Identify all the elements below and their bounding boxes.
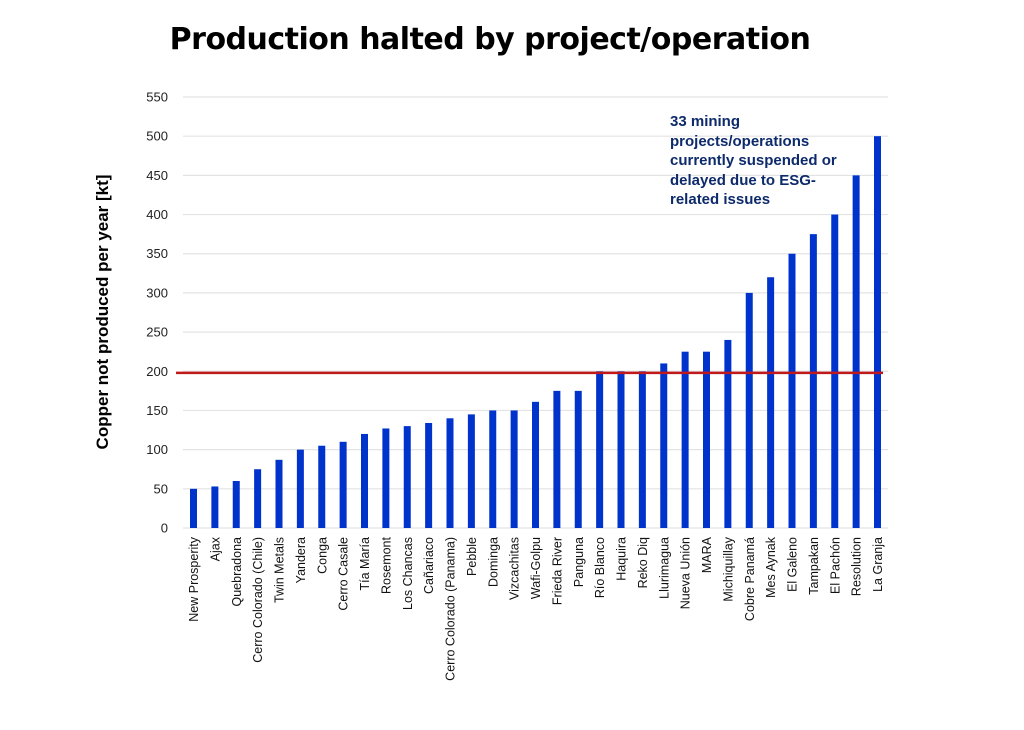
x-tick-label: Tía María [358,537,372,591]
bar [703,351,710,528]
bar [232,480,240,528]
y-tick-label: 500 [146,129,168,144]
bar [190,488,197,528]
bar [852,175,860,528]
bars [190,136,881,529]
x-tick-label: El Galeno [786,537,800,592]
bar [574,390,582,528]
x-tick-label: Cerro Colorado (Chile) [251,537,265,663]
x-tick-label: Resolution [850,537,864,596]
x-tick-label: Cerro Casale [337,537,351,611]
x-tick-label: Los Chancas [401,537,415,610]
x-tick-label: Cerro Colorado (Panama) [444,537,458,681]
x-tick-label: Quebradona [230,537,244,607]
bar [681,351,689,528]
bar [831,214,839,528]
bar [874,136,881,528]
x-tick-label: Frieda River [550,537,564,605]
x-tick-label: Ajax [208,536,222,561]
x-tick-label: Panguna [572,537,586,587]
x-tick-label: Río Blanco [593,537,607,598]
bar [425,422,433,528]
y-axis-label: Copper not produced per year [kt] [93,175,112,450]
x-tick-label: Vizcachitas [508,537,522,600]
y-tick-label: 250 [146,325,168,340]
y-tick-label: 200 [146,364,168,379]
bar [403,426,411,528]
y-tick-label: 150 [146,403,168,418]
bar [361,433,368,528]
x-tick-label: New Prosperity [187,536,201,621]
bar [724,339,732,528]
bar [296,449,304,528]
bar [553,390,561,528]
bar [489,410,497,528]
x-axis-labels: New Prosperity Ajax Quebradona Cerro Colora… [187,536,885,681]
annotation-text: 33 mining projects/operations currently … [670,113,837,208]
bar [446,418,454,528]
x-tick-label: Tampakan [807,537,821,595]
chart-title: Production halted by project/operation [169,22,811,57]
bar [275,459,283,528]
bar [532,401,539,528]
bar [211,486,219,528]
x-tick-label: Reko Diq [636,537,650,588]
y-tick-label: 350 [146,246,168,261]
x-tick-label: Haquira [615,537,629,581]
bar [254,469,262,528]
x-tick-label: Cobre Panamá [743,537,757,621]
x-tick-label: Yandera [294,537,308,583]
x-tick-label: Conga [315,537,329,574]
y-tick-label: 550 [146,90,168,105]
y-tick-label: 50 [154,481,168,496]
x-tick-label: La Granja [871,537,885,592]
x-tick-label: Twin Metals [273,537,287,603]
y-tick-label: 400 [146,207,168,222]
x-tick-label: Michiquillay [721,536,735,601]
x-tick-label: Llurimagua [657,537,671,599]
bar [660,363,668,528]
bar [617,371,625,528]
bar [809,234,817,529]
bar [745,292,753,528]
bar [339,441,347,528]
bar [596,371,604,528]
y-tick-label: 450 [146,168,168,183]
x-tick-label: El Pachón [828,537,842,594]
x-tick-label: Dominga [486,537,500,587]
x-tick-label: Cañariaco [422,537,436,594]
bar [510,410,518,528]
bar [467,414,475,528]
bar [788,253,796,528]
bar [382,428,390,528]
bar [767,277,775,528]
x-tick-label: Rosemont [379,536,393,593]
y-tick-label: 100 [146,442,168,457]
y-axis-ticks: 0 50 100 150 200 250 300 350 400 450 500 550 [146,90,168,536]
x-tick-label: MARA [700,536,714,573]
bar [318,445,326,528]
x-tick-label: Nueva Unión [679,537,693,609]
y-tick-label: 300 [146,285,168,300]
x-tick-label: Mes Aynak [764,536,778,598]
bar [638,371,646,528]
x-tick-label: Pebble [465,537,479,576]
x-tick-label: Wafi-Golpu [529,537,543,599]
y-tick-label: 0 [161,521,168,536]
